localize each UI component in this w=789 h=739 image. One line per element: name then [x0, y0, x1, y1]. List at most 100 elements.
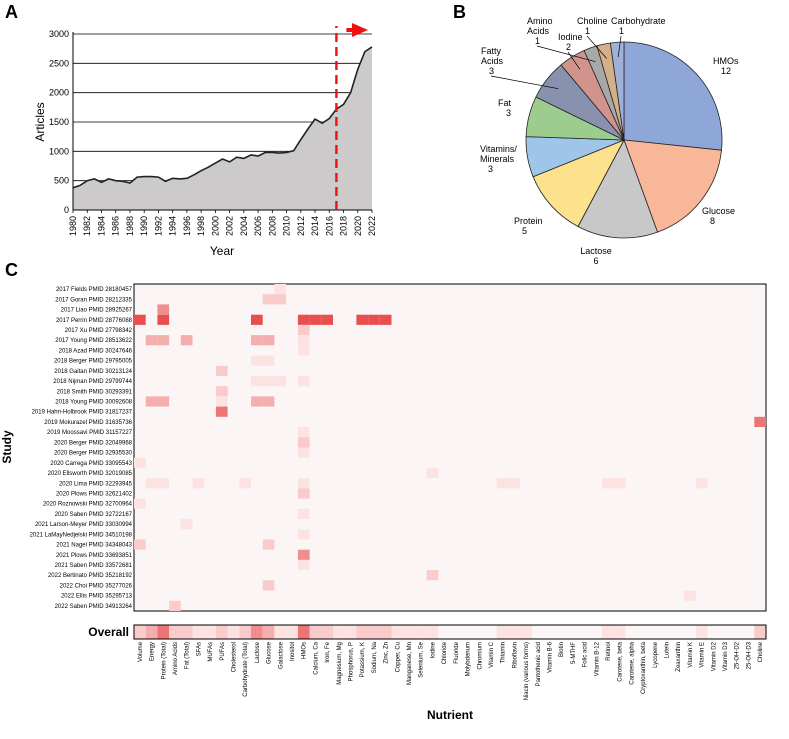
overall-cell — [578, 625, 591, 639]
x-tick-label: 2002 — [225, 216, 235, 236]
pie-slice — [532, 139, 625, 228]
overall-cell — [192, 625, 205, 639]
column-label: PUFAs — [220, 642, 226, 661]
pie-label-value: 1 — [585, 26, 590, 36]
panel-letter-b: B — [453, 2, 466, 22]
x-tick-label: 1982 — [82, 216, 92, 236]
column-label: Molybdenum — [466, 642, 472, 676]
overall-cell — [754, 625, 766, 639]
heatmap-cell — [215, 386, 228, 397]
x-axis-title: Year — [210, 244, 234, 258]
heatmap-cell — [602, 478, 614, 489]
heatmap-cell — [215, 406, 228, 417]
overall-cell — [602, 625, 614, 639]
column-label: Zinc, Zn — [384, 642, 390, 664]
pie-leader-line — [586, 35, 607, 59]
row-label: 2017 Young PMID 28513622 — [55, 338, 132, 344]
heatmap-cell — [251, 335, 263, 346]
overall-cell — [473, 625, 486, 639]
heatmap-cell — [613, 478, 626, 489]
x-tick-label: 2016 — [324, 216, 334, 236]
pie-label-value: 2 — [566, 42, 571, 52]
row-label: 2019 Moossavi PMID 31157227 — [47, 430, 133, 436]
heatmap-cell — [134, 539, 146, 550]
x-tick-label: 2006 — [253, 216, 263, 236]
overall-cell — [426, 625, 439, 639]
pie-label-name: Protein — [514, 216, 543, 226]
overall-cell — [567, 625, 579, 639]
column-label: Zeaxanthin — [676, 642, 682, 672]
overall-frame — [133, 624, 767, 640]
pie-label-value: 3 — [506, 108, 511, 118]
x-tick-label: 2014 — [310, 216, 320, 236]
overall-cell — [637, 625, 649, 639]
overall-cell — [520, 625, 532, 639]
overall-cell — [695, 625, 708, 639]
panel-c-heatmap: 2017 Fields PMID 28180457 2017 Goran PMID… — [0, 283, 767, 722]
column-label: Selenium, Se — [419, 641, 425, 677]
x-tick-label: 1988 — [125, 216, 135, 236]
heatmap-cell — [297, 508, 310, 519]
overall-cell — [180, 625, 193, 639]
heatmap-cell — [508, 478, 521, 489]
overall-cell — [262, 625, 275, 639]
marker-arrow-head — [352, 23, 368, 37]
column-label: 5-MTHF — [571, 642, 577, 664]
overall-cell — [485, 625, 497, 639]
row-label: 2018 Nijman PMID 29799744 — [53, 379, 132, 385]
overall-cell — [450, 625, 462, 639]
row-label: 2017 Perrin PMID 28776088 — [56, 318, 133, 324]
heatmap-cell — [251, 396, 263, 407]
pie-label-value: 1 — [535, 36, 540, 46]
x-tick-label: 2000 — [210, 216, 220, 236]
pie-label-value: 5 — [522, 226, 527, 236]
pie-label-name-part: Acids — [481, 56, 504, 66]
y-axis-title: Articles — [33, 102, 47, 141]
row-label: 2022 Bertinato PMID 35218192 — [48, 573, 133, 579]
column-label: Manganese, Mn — [407, 642, 413, 685]
x-tick-label: 2012 — [296, 216, 306, 236]
column-label: Chloride — [442, 641, 448, 664]
row-label: 2020 Plows PMID 32621402 — [56, 491, 133, 497]
heatmap-cell — [262, 355, 275, 366]
overall-cell — [531, 625, 544, 639]
column-label: Carbohydrate (Total) — [243, 642, 249, 697]
overall-cell — [742, 625, 755, 639]
row-label: 2017 Goran PMID 28212335 — [55, 297, 132, 303]
heatmap-cell — [215, 396, 228, 407]
x-tick-label: 1986 — [111, 216, 121, 236]
column-label: 25-OH-D2 — [735, 641, 741, 669]
column-label: Volume — [138, 641, 144, 662]
panel-letter-c: C — [5, 260, 18, 280]
overall-cell — [157, 625, 170, 639]
heatmap-cell — [251, 376, 263, 387]
x-tick-label: 2018 — [339, 216, 349, 236]
pie-label-name: Carbohydrate — [611, 16, 666, 26]
heatmap-cell — [274, 284, 287, 295]
overall-cell — [590, 625, 603, 639]
row-label: 2020 Saben PMID 32722167 — [55, 512, 133, 518]
column-label: Vitamin K — [688, 642, 694, 668]
overall-cell — [286, 625, 298, 639]
heatmap-cell — [239, 478, 251, 489]
pie-label-name: Iodine — [558, 32, 583, 42]
column-label: Galactose — [278, 641, 284, 669]
heatmap-cell — [180, 519, 193, 530]
x-tick-label: 2010 — [282, 216, 292, 236]
x-tick-label: 2020 — [353, 216, 363, 236]
overall-cell — [239, 625, 251, 639]
column-label: Inositol — [290, 642, 296, 661]
column-label: Potassium, K — [360, 642, 366, 677]
column-label: Niacin (various forms) — [524, 642, 530, 700]
pie-leader-line — [617, 35, 622, 57]
column-label: Chromium — [477, 642, 483, 670]
overall-cell — [625, 625, 638, 639]
heatmap-cell — [157, 314, 170, 325]
pie-label-name-part: Acids — [527, 26, 550, 36]
